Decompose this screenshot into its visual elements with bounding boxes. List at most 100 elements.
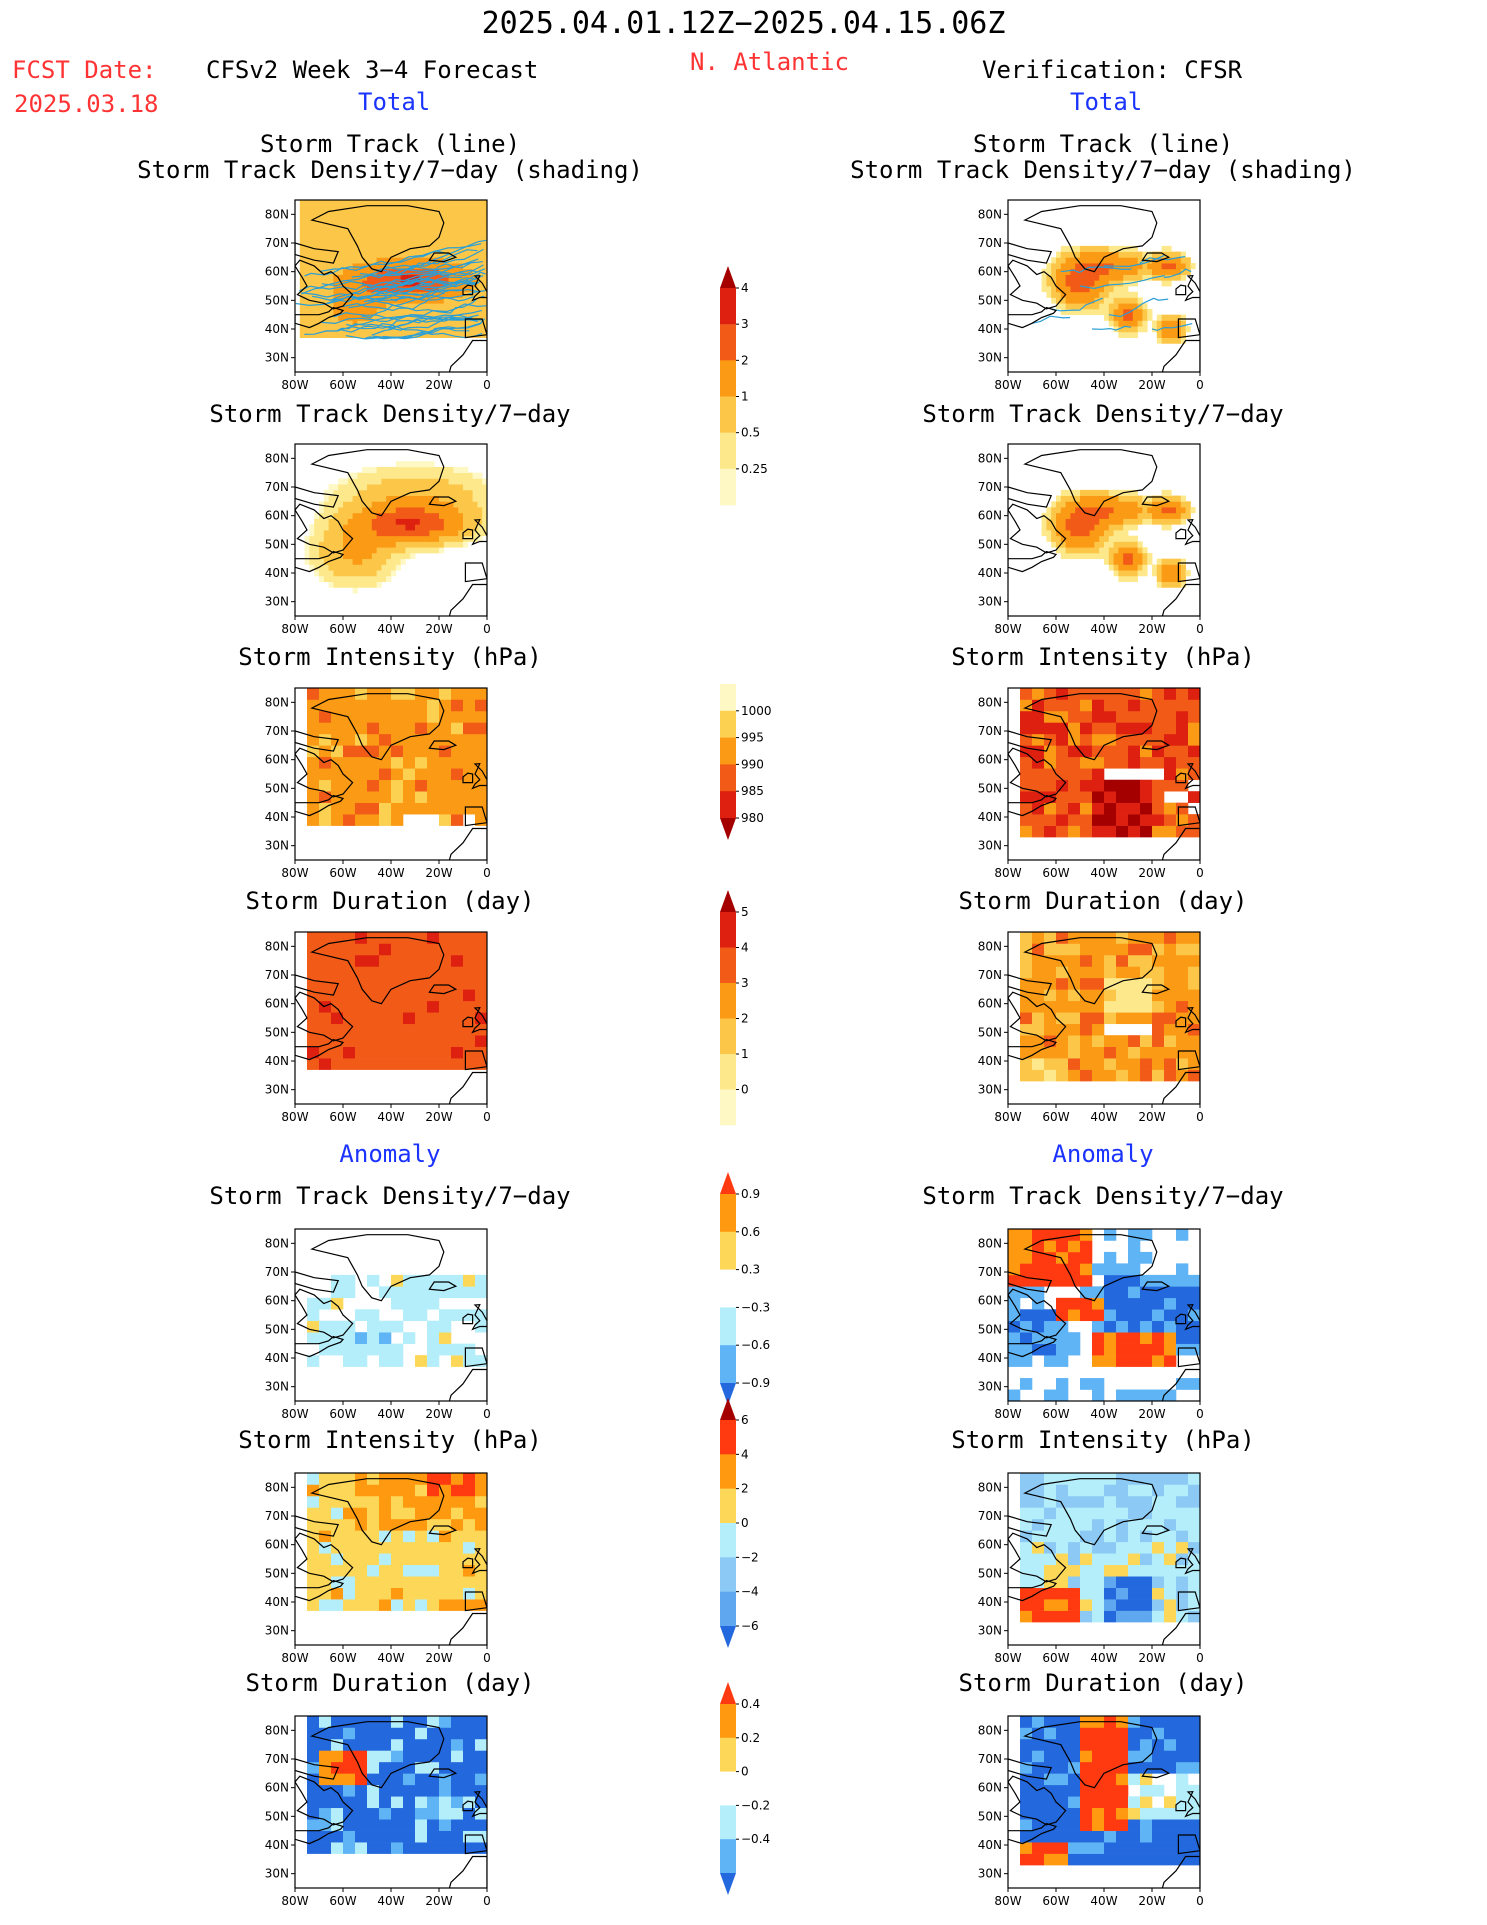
cfsr-density-anom-cell: [1032, 1240, 1045, 1253]
fc-track-cell: [381, 205, 387, 212]
cfsr-track-cell: [1080, 297, 1086, 304]
fc-intensity-anom-cell: [475, 1495, 487, 1508]
fc-duration-anom-cell: [355, 1750, 368, 1763]
fc-intensity-cell: [367, 733, 380, 746]
fc-track-track-line: [312, 294, 411, 301]
right-anomaly-label: Anomaly: [1052, 1140, 1154, 1168]
cfsr-density-anom-cell: [1188, 1378, 1200, 1390]
fc-track-cell: [395, 331, 401, 338]
fc-duration-anom-cell: [427, 1716, 440, 1728]
fc-density-cell: [405, 541, 411, 548]
fc-density-cell: [434, 472, 440, 479]
fc-duration-anom-cell: [427, 1784, 440, 1797]
cfsr-density-cell: [1113, 501, 1119, 508]
fc-track-cell: [323, 320, 329, 327]
fc-track-cell: [343, 245, 349, 252]
cfsr-track-cell: [1147, 308, 1153, 316]
fc-density-cell: [371, 501, 377, 508]
cfsr-duration-cell: [1128, 954, 1141, 967]
cfsr-density-cell: [1123, 535, 1129, 542]
cfsr-track-cell: [1118, 245, 1124, 252]
fc-density-cell: [463, 512, 469, 519]
fc-duration-anom-cell: [415, 1773, 428, 1786]
cfsr-density-cell: [1113, 541, 1119, 548]
fc-duration-anom-cell: [355, 1716, 368, 1728]
cfsr-duration-cell: [1032, 977, 1045, 990]
fc-track-cell: [309, 268, 315, 275]
fc-density-anom-coastline: [464, 1347, 487, 1368]
cfsr-duration-cell: [1128, 966, 1141, 979]
fc-duration-anom-cell: [319, 1773, 332, 1786]
cfsr-intensity-cell: [1092, 779, 1105, 792]
cfsr-track-cell: [1152, 320, 1158, 327]
cfsr-track-cell: [1104, 257, 1110, 264]
cfsr-duration-cell: [1080, 1012, 1093, 1025]
fc-duration-anom-cell: [403, 1773, 416, 1786]
cfsr-density-anom-cell: [1164, 1343, 1177, 1356]
fc-density-cell: [424, 478, 430, 485]
cfsr-intensity-cell: [1080, 733, 1093, 746]
cfsr-intensity-anom-cell: [1140, 1473, 1153, 1485]
fc-duration-anom-cell: [427, 1727, 440, 1740]
density-tick-label: 2: [741, 353, 749, 367]
cfsr-intensity-cell: [1128, 699, 1141, 712]
fc-density-cell: [453, 535, 459, 542]
cfsr-density-cell: [1118, 495, 1124, 502]
fc-track-cell: [319, 245, 325, 252]
cfsr-track-cell: [1089, 245, 1095, 252]
intensity-tick-label: 985: [741, 784, 764, 798]
fc-track-ytick-label: 80N: [265, 207, 289, 221]
cfsr-track-cell: [1075, 251, 1081, 258]
cfsr-duration-anom-coastline: [1177, 1834, 1200, 1855]
fc-density-cell: [343, 575, 349, 582]
cfsr-track-cell: [1128, 326, 1134, 333]
cfsr-track-cell: [1166, 274, 1172, 281]
cfsr-duration-anom-cell: [1056, 1784, 1069, 1797]
cfsr-track-cell: [1137, 263, 1143, 270]
fc-intensity-anom-cell: [427, 1587, 440, 1600]
fc-density-cell: [362, 552, 368, 560]
cfsr-duration-cell: [1032, 932, 1045, 944]
fc-density-coastline: [462, 528, 474, 540]
fc-density-cell: [395, 461, 401, 468]
fc-density-cell: [333, 552, 339, 560]
fc-duration-anom-cell: [415, 1819, 428, 1831]
fc-density-cell: [415, 535, 421, 542]
fc-intensity-cell: [391, 722, 404, 735]
cfsr-track-coastline: [1008, 259, 1067, 310]
fc-density-cell: [458, 530, 464, 537]
fc-intensity-cell: [367, 710, 380, 723]
cfsr-duration-cell: [1020, 1000, 1033, 1013]
fc-duration-anom-cell: [427, 1819, 440, 1831]
cfsr-duration-cell: [1188, 1012, 1200, 1025]
cfsr-track-cell: [1056, 263, 1062, 270]
cfsr-density-anom-cell: [1128, 1355, 1141, 1367]
cfsr-track-track-line: [1060, 266, 1132, 274]
cfsr-density-anom-cell: [1116, 1389, 1129, 1401]
fc-track-cell: [453, 286, 459, 293]
cfsr-intensity-cell: [1128, 779, 1141, 792]
cfsr-intensity-anom-cell: [1044, 1473, 1057, 1485]
fc-track-coastline: [295, 242, 340, 264]
cfsr-density-cell: [1171, 581, 1177, 588]
cfsr-intensity-cell: [1056, 802, 1069, 815]
fc-track-coastline: [464, 318, 487, 339]
cfsr-density-cell: [1104, 535, 1110, 542]
fc-track-cell: [319, 257, 325, 264]
fc-density-cell: [343, 541, 349, 548]
fc-duration-cell: [451, 1035, 464, 1047]
fc-duration-cell: [451, 932, 464, 944]
cfsr-duration-cell: [1032, 1035, 1045, 1047]
cfsr-intensity-cell: [1092, 756, 1105, 769]
cfsr-density-anom-cell: [1020, 1378, 1033, 1390]
cfsr-density-anom-cell: [1056, 1240, 1069, 1253]
cfsr-density-cell: [1128, 501, 1134, 508]
fc-intensity-anom-cell: [391, 1564, 404, 1577]
fc-density-cell: [371, 478, 377, 485]
fc-duration-anom-cell: [403, 1761, 416, 1774]
fc-track-cell: [309, 240, 315, 247]
cfsr-density-cell: [1132, 547, 1138, 554]
fc-track-cell: [338, 234, 344, 241]
intensity_anom-tick-label: −2: [741, 1550, 759, 1564]
fc-track-cell: [323, 217, 329, 224]
